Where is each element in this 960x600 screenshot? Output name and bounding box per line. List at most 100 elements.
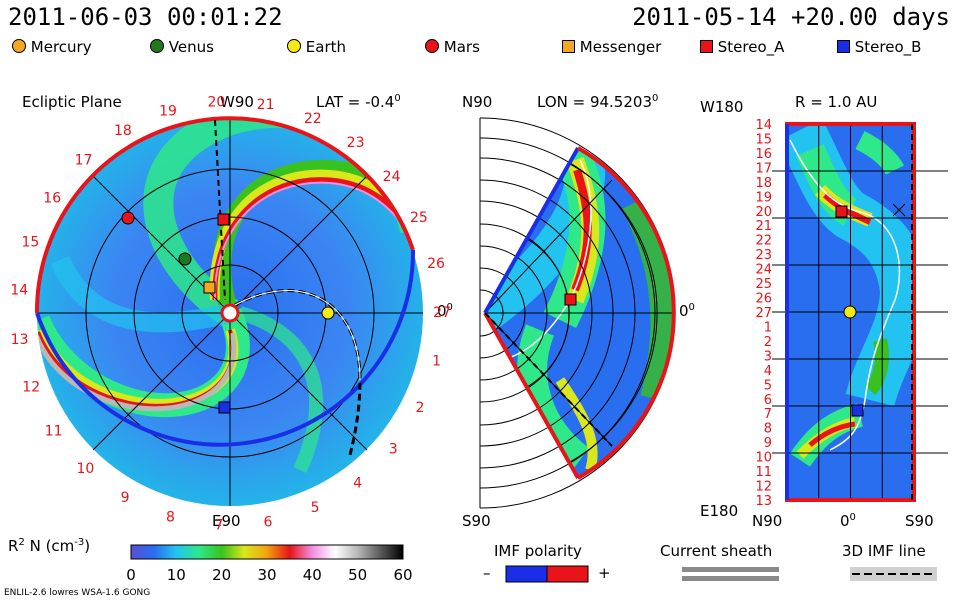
colorbar-tick-label: 10: [167, 566, 186, 584]
ecliptic-w90-label: W90: [220, 93, 254, 111]
imf3d-title: 3D IMF line: [842, 542, 926, 560]
meridional-edge-blue: [483, 147, 580, 314]
density-colorbar: [130, 544, 404, 560]
legend-label: Venus: [168, 38, 214, 56]
current-sheath-swatch-bottom: [682, 576, 779, 581]
rim-number: 6: [264, 515, 273, 531]
earth-marker-icon: [287, 39, 301, 53]
legend-item-mercury: Mercury: [12, 38, 92, 56]
rect-map-stereo-a-marker: [835, 205, 848, 218]
map-scale-number: 12: [755, 480, 772, 495]
stereo-b-marker-icon: [837, 40, 850, 53]
rim-number: 25: [410, 210, 428, 226]
venus-marker-icon: [150, 39, 164, 53]
imf-polarity-plus: +: [598, 564, 611, 582]
map-scale-number: 26: [755, 292, 772, 307]
rim-number: 14: [10, 283, 28, 299]
colorbar-tick-label: 40: [303, 566, 322, 584]
map-radius-label: R = 1.0 AU: [795, 93, 878, 111]
map-scale-number: 22: [755, 234, 772, 249]
mars-marker: [121, 211, 135, 225]
rim-number: 19: [159, 103, 177, 119]
meridional-arc-red: [577, 146, 676, 480]
map-scale-number: 6: [764, 393, 772, 408]
legend-label: Mercury: [30, 38, 92, 56]
stereo-b-marker: [218, 401, 231, 414]
map-scale-number: 13: [755, 494, 772, 509]
rim-number: 9: [121, 490, 130, 506]
meridional-s90-label: S90: [462, 512, 491, 530]
map-0deg-label: 00: [840, 512, 856, 530]
map-scale-number: 11: [755, 465, 772, 480]
colorbar-tick-label: 60: [393, 566, 412, 584]
map-scale-number: 10: [755, 451, 772, 466]
map-scale-number: 4: [764, 364, 772, 379]
meridional-edge-red: [483, 312, 580, 479]
map-scale-number: 23: [755, 248, 772, 263]
map-scale-number: 25: [755, 277, 772, 292]
meridional-frame: [479, 117, 676, 509]
rim-number: 13: [11, 332, 29, 348]
current-sheath-title: Current sheath: [660, 542, 773, 560]
reference-header: 2011-05-14 +20.00 days: [632, 3, 950, 31]
rim-number: 18: [114, 123, 132, 139]
rect-map-cross: [892, 203, 906, 217]
mars-marker-icon: [425, 39, 439, 53]
rim-number: 27: [433, 305, 451, 321]
colorbar-ticks: 0 10 20 30 40 50 60: [126, 566, 412, 584]
map-scale-number: 17: [755, 161, 772, 176]
imf-polarity-minus: –: [483, 564, 491, 582]
model-footer: ENLIL-2.6 lowres WSA-1.6 GONG: [4, 588, 151, 598]
map-w180-label: W180: [700, 98, 744, 116]
colorbar-tick-label: 20: [212, 566, 231, 584]
legend-item-earth: Earth: [287, 38, 346, 56]
rim-number: 4: [353, 475, 362, 491]
map-scale-number: 7: [764, 407, 772, 422]
meridional-0deg-label: 00: [679, 302, 695, 320]
rim-number: 24: [383, 169, 401, 185]
current-sheath-swatch-top: [682, 567, 779, 572]
ecliptic-rim-blue: [35, 249, 416, 447]
map-scale-number: 1: [764, 321, 772, 336]
ecliptic-plane-title: Ecliptic Plane: [22, 93, 122, 111]
stereo-a-marker-icon: [700, 40, 713, 53]
meridional-stereo-a-marker: [564, 293, 577, 306]
legend-item-messenger: Messenger: [562, 38, 661, 56]
rect-map-stereo-b-marker: [851, 404, 864, 417]
colorbar-tick-label: 0: [126, 566, 136, 584]
rim-number: 26: [427, 256, 445, 272]
rim-number: 20: [207, 94, 225, 110]
map-scale-number: 14: [755, 118, 772, 133]
imf-polarity-negative-bar: [505, 565, 548, 583]
meridional-lon-label: LON = 94.52030: [537, 93, 659, 111]
stereo-a-marker: [217, 213, 230, 226]
imf-polarity-title: IMF polarity: [494, 542, 582, 560]
map-scale-number: 9: [764, 436, 772, 451]
rim-number: 11: [45, 424, 63, 440]
ecliptic-lat-label: LAT = -0.40: [316, 93, 401, 111]
legend-label: Messenger: [579, 38, 662, 56]
rect-map-earth-marker: [843, 305, 857, 319]
rim-number: 7: [214, 518, 223, 534]
messenger-marker: [203, 281, 216, 294]
ecliptic-rim-red: [34, 116, 415, 314]
rim-number: 8: [166, 509, 175, 525]
mercury-marker-icon: [12, 39, 26, 53]
meridional-n90-label: N90: [462, 93, 493, 111]
ecliptic-0deg-label: 00: [437, 302, 453, 320]
rect-map-scale-numbers: 1415161718192021222324252627123456789101…: [755, 118, 772, 509]
meridional-dash: [484, 312, 613, 447]
rim-number: 16: [43, 191, 61, 207]
map-scale-number: 16: [755, 147, 772, 162]
map-scale-number: 27: [755, 306, 772, 321]
rim-number: 23: [347, 135, 365, 151]
rim-number: 12: [22, 380, 40, 396]
legend-item-stereo-a: Stereo_A: [700, 38, 784, 56]
sun-marker: [220, 303, 240, 323]
earth-marker: [321, 306, 335, 320]
legend-item-stereo-b: Stereo_B: [837, 38, 921, 56]
imf-polarity-positive-bar: [546, 565, 589, 583]
legend-item-mars: Mars: [425, 38, 480, 56]
